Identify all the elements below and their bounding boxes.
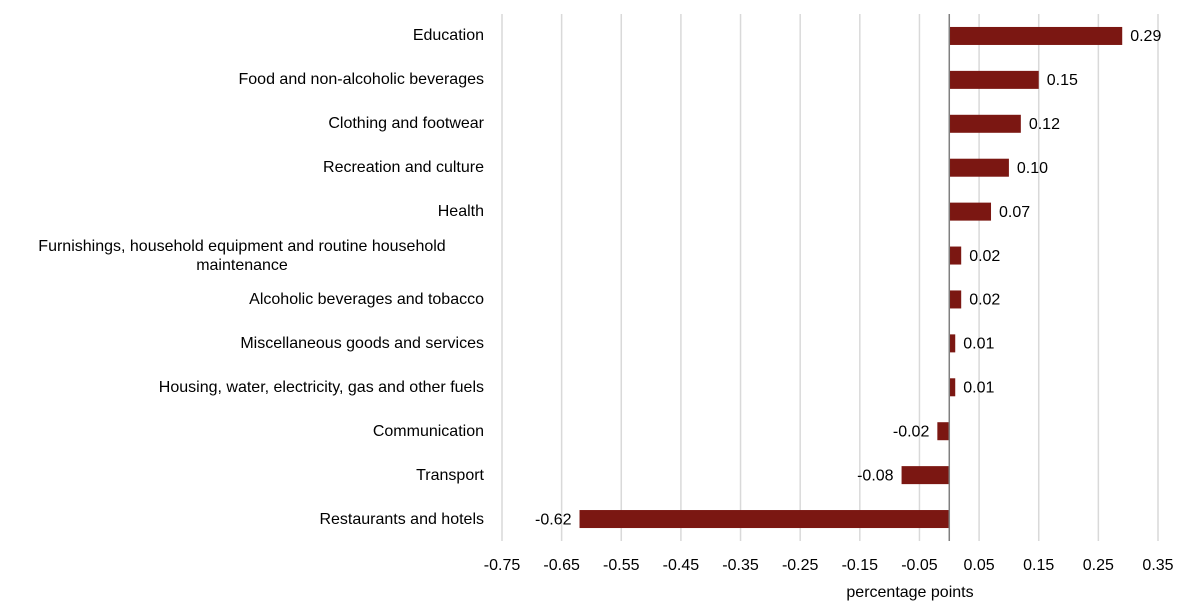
bar [949, 158, 1009, 177]
y-tick-label-box: Housing, water, electricity, gas and oth… [0, 362, 484, 412]
value-label: 0.10 [1017, 160, 1048, 177]
y-tick-label-box: Miscellaneous goods and services [0, 318, 484, 368]
x-tick-label: -0.65 [543, 557, 580, 574]
bar [949, 334, 956, 353]
y-tick-label-box: Restaurants and hotels [0, 494, 484, 544]
y-tick-label-box: Food and non-alcoholic beverages [0, 55, 485, 105]
x-tick-label: 0.35 [1142, 557, 1173, 574]
value-label: 0.29 [1130, 28, 1161, 45]
y-tick-label-box: Clothing and footwear [0, 99, 484, 149]
y-tick-label: Food and non-alcoholic beverages [238, 71, 485, 89]
value-label: -0.62 [535, 511, 572, 528]
y-tick-label: Education [412, 27, 484, 45]
x-tick-label: -0.45 [663, 557, 700, 574]
bar [949, 290, 962, 309]
value-label: 0.01 [963, 336, 994, 353]
y-tick-label-box: Transport [0, 450, 484, 500]
x-tick-label: -0.75 [484, 557, 521, 574]
y-tick-label-box: Recreation and culture [0, 143, 484, 193]
y-tick-label: Housing, water, electricity, gas and oth… [158, 378, 484, 396]
y-tick-label: Recreation and culture [323, 159, 484, 177]
y-tick-label: Transport [416, 466, 484, 484]
y-tick-label: Miscellaneous goods and services [240, 334, 484, 352]
bar [949, 26, 1123, 45]
y-tick-label: Health [437, 203, 484, 221]
bar [949, 70, 1039, 89]
x-tick-label: 0.25 [1083, 557, 1114, 574]
value-label: 0.02 [969, 292, 1000, 309]
value-label: 0.01 [963, 380, 994, 397]
y-tick-label: Restaurants and hotels [319, 510, 484, 528]
value-label: -0.02 [893, 423, 930, 440]
y-tick-label-box: Health [0, 187, 484, 237]
y-tick-label-box: Education [0, 11, 484, 61]
x-tick-label: -0.05 [901, 557, 938, 574]
x-tick-label: 0.05 [964, 557, 995, 574]
x-tick-label: -0.55 [603, 557, 640, 574]
y-tick-label-box: Alcoholic beverages and tobacco [0, 274, 484, 324]
bar [579, 510, 950, 529]
x-tick-label: -0.15 [842, 557, 879, 574]
y-tick-label: Furnishings, household equipment and rou… [38, 237, 446, 274]
value-label: 0.15 [1047, 72, 1078, 89]
bar [949, 202, 992, 221]
value-label: 0.02 [969, 248, 1000, 265]
value-label: 0.07 [999, 204, 1030, 221]
bar [949, 246, 962, 265]
x-tick-label: -0.25 [782, 557, 819, 574]
y-tick-label-box: Communication [0, 406, 484, 456]
bar [901, 466, 950, 485]
x-tick-label: -0.35 [722, 557, 759, 574]
value-label: -0.08 [857, 467, 894, 484]
bar [949, 114, 1021, 133]
value-label: 0.12 [1029, 116, 1060, 133]
x-tick-label: 0.15 [1023, 557, 1054, 574]
bar [949, 378, 956, 397]
y-tick-label: Clothing and footwear [328, 115, 484, 133]
y-tick-label: Communication [372, 422, 484, 440]
y-tick-label: Alcoholic beverages and tobacco [249, 290, 484, 308]
x-axis-title: percentage points [846, 584, 973, 601]
y-tick-label-box: Furnishings, household equipment and rou… [0, 231, 484, 281]
bar [937, 422, 950, 441]
